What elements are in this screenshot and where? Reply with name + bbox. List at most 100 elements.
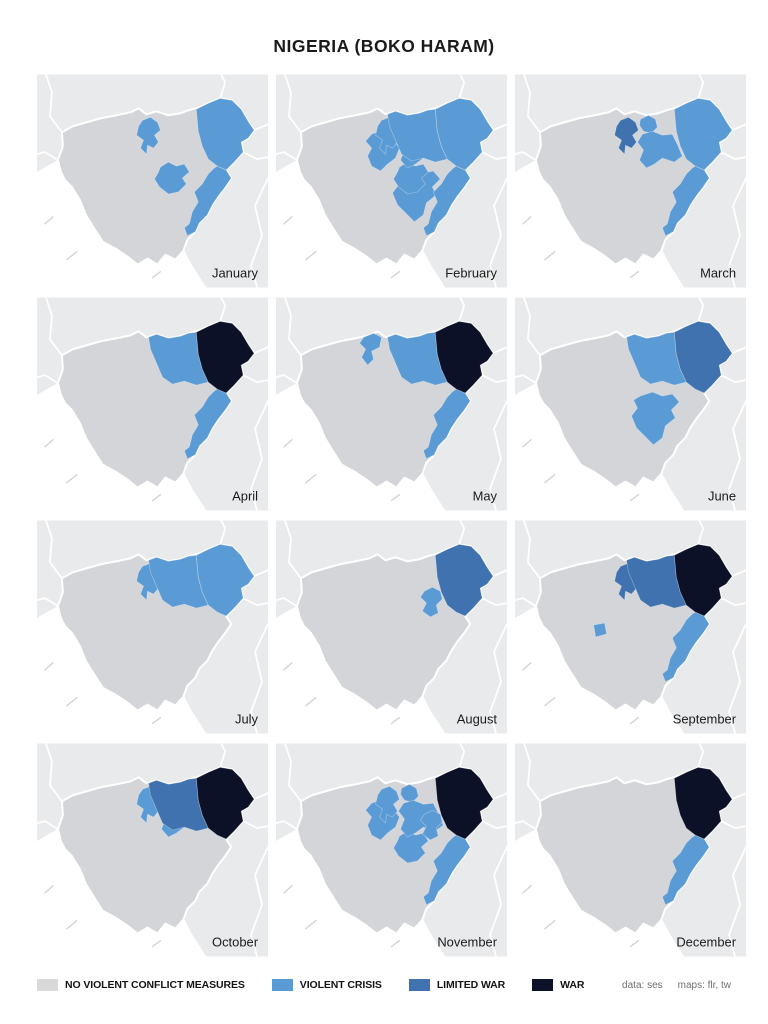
country-border-line xyxy=(523,520,541,580)
legend-label: VIOLENT CRISIS xyxy=(299,979,382,991)
country-border-line xyxy=(458,74,466,100)
country-border-line xyxy=(182,918,196,957)
country-border-line xyxy=(728,623,746,734)
country-border-line xyxy=(492,792,507,801)
country-border-line xyxy=(458,743,466,769)
country-border-line xyxy=(481,151,507,160)
coast-mark xyxy=(44,885,54,894)
map-grid: January February March April May June July Augu… xyxy=(37,74,746,957)
country-border-line xyxy=(458,520,466,546)
coast-mark xyxy=(305,473,317,484)
legend-swatch-limited_war xyxy=(408,979,430,991)
coast-mark xyxy=(283,662,293,671)
coast-mark xyxy=(390,716,401,725)
coast-mark xyxy=(66,250,78,261)
legend-label: LIMITED WAR xyxy=(436,979,506,991)
country-border-line xyxy=(728,400,746,511)
map-panel-may: May xyxy=(276,297,507,511)
coast-mark xyxy=(629,939,640,948)
region-adamawa xyxy=(184,165,232,237)
country-border-line xyxy=(515,374,537,384)
country-border-line xyxy=(489,846,507,957)
coast-mark xyxy=(544,250,556,261)
map-panel-september: September xyxy=(515,520,746,734)
coast-mark xyxy=(151,939,162,948)
coast-mark xyxy=(390,270,401,279)
coast-mark xyxy=(522,662,532,671)
legend-item-war: WAR xyxy=(532,979,584,991)
coast-mark xyxy=(544,473,556,484)
map-panel-january: January xyxy=(37,74,268,288)
legend-label: NO VIOLENT CONFLICT MEASURES xyxy=(65,979,245,991)
map-panel-march: March xyxy=(515,74,746,288)
coast-mark xyxy=(44,662,54,671)
region-borno xyxy=(434,321,494,394)
country-border-line xyxy=(250,400,268,511)
region-jigawa xyxy=(400,783,419,803)
legend-item-violent_crisis: VIOLENT CRISIS xyxy=(271,979,382,991)
coast-mark xyxy=(522,885,532,894)
coast-mark xyxy=(544,696,556,707)
map-panel-june: June xyxy=(515,297,746,511)
region-bauchi_plateau xyxy=(631,391,680,446)
country-border-line xyxy=(523,297,541,357)
country-border-line xyxy=(182,695,196,734)
month-label: November xyxy=(437,935,497,950)
region-borno xyxy=(434,98,494,171)
country-border-line xyxy=(489,400,507,511)
country-border-line xyxy=(728,846,746,957)
month-label: June xyxy=(708,489,736,504)
region-adamawa xyxy=(662,834,710,906)
coast-mark xyxy=(283,885,293,894)
region-gombe xyxy=(420,809,443,841)
map-panel-july: July xyxy=(37,520,268,734)
country-border-line xyxy=(284,520,302,580)
country-border-line xyxy=(253,123,268,132)
country-border-line xyxy=(731,792,746,801)
region-borno xyxy=(673,767,733,840)
region-fct xyxy=(593,622,607,638)
credit-data: data: ses xyxy=(622,979,663,991)
month-label: July xyxy=(235,712,259,727)
country-border-line xyxy=(219,74,227,100)
country-border-line xyxy=(253,569,268,578)
region-borno xyxy=(434,767,494,840)
region-plateau xyxy=(393,161,429,195)
country-border-line xyxy=(660,695,674,734)
country-border-line xyxy=(515,820,537,830)
region-borno xyxy=(195,321,255,394)
country-border-line xyxy=(660,472,674,511)
coast-mark xyxy=(44,216,54,225)
country-border-line xyxy=(276,151,298,161)
country-border-line xyxy=(45,297,63,357)
month-label: December xyxy=(676,935,736,950)
region-kano xyxy=(136,116,161,155)
country-border-line xyxy=(481,374,507,383)
map-panel-october: October xyxy=(37,743,268,957)
month-label: March xyxy=(700,266,736,281)
country-border-line xyxy=(37,597,59,607)
country-border-line xyxy=(242,820,268,829)
region-adamawa xyxy=(423,165,471,237)
coast-mark xyxy=(151,493,162,502)
region-kano xyxy=(375,785,400,824)
month-label: April xyxy=(232,489,258,504)
country-border-line xyxy=(492,123,507,132)
country-border-line xyxy=(720,597,746,606)
country-border-line xyxy=(276,374,298,384)
region-kano xyxy=(614,116,639,155)
country-border-line xyxy=(731,123,746,132)
coast-mark xyxy=(66,696,78,707)
country-border-line xyxy=(250,177,268,288)
region-borno xyxy=(195,544,255,617)
coast-mark xyxy=(66,473,78,484)
coast-mark xyxy=(390,493,401,502)
country-border-line xyxy=(421,472,435,511)
month-label: October xyxy=(212,935,259,950)
country-border-line xyxy=(481,597,507,606)
legend-swatch-violent_crisis xyxy=(271,979,293,991)
country-border-line xyxy=(45,74,63,134)
region-gombe xyxy=(420,586,443,618)
country-border-line xyxy=(660,249,674,288)
country-border-line xyxy=(250,623,268,734)
